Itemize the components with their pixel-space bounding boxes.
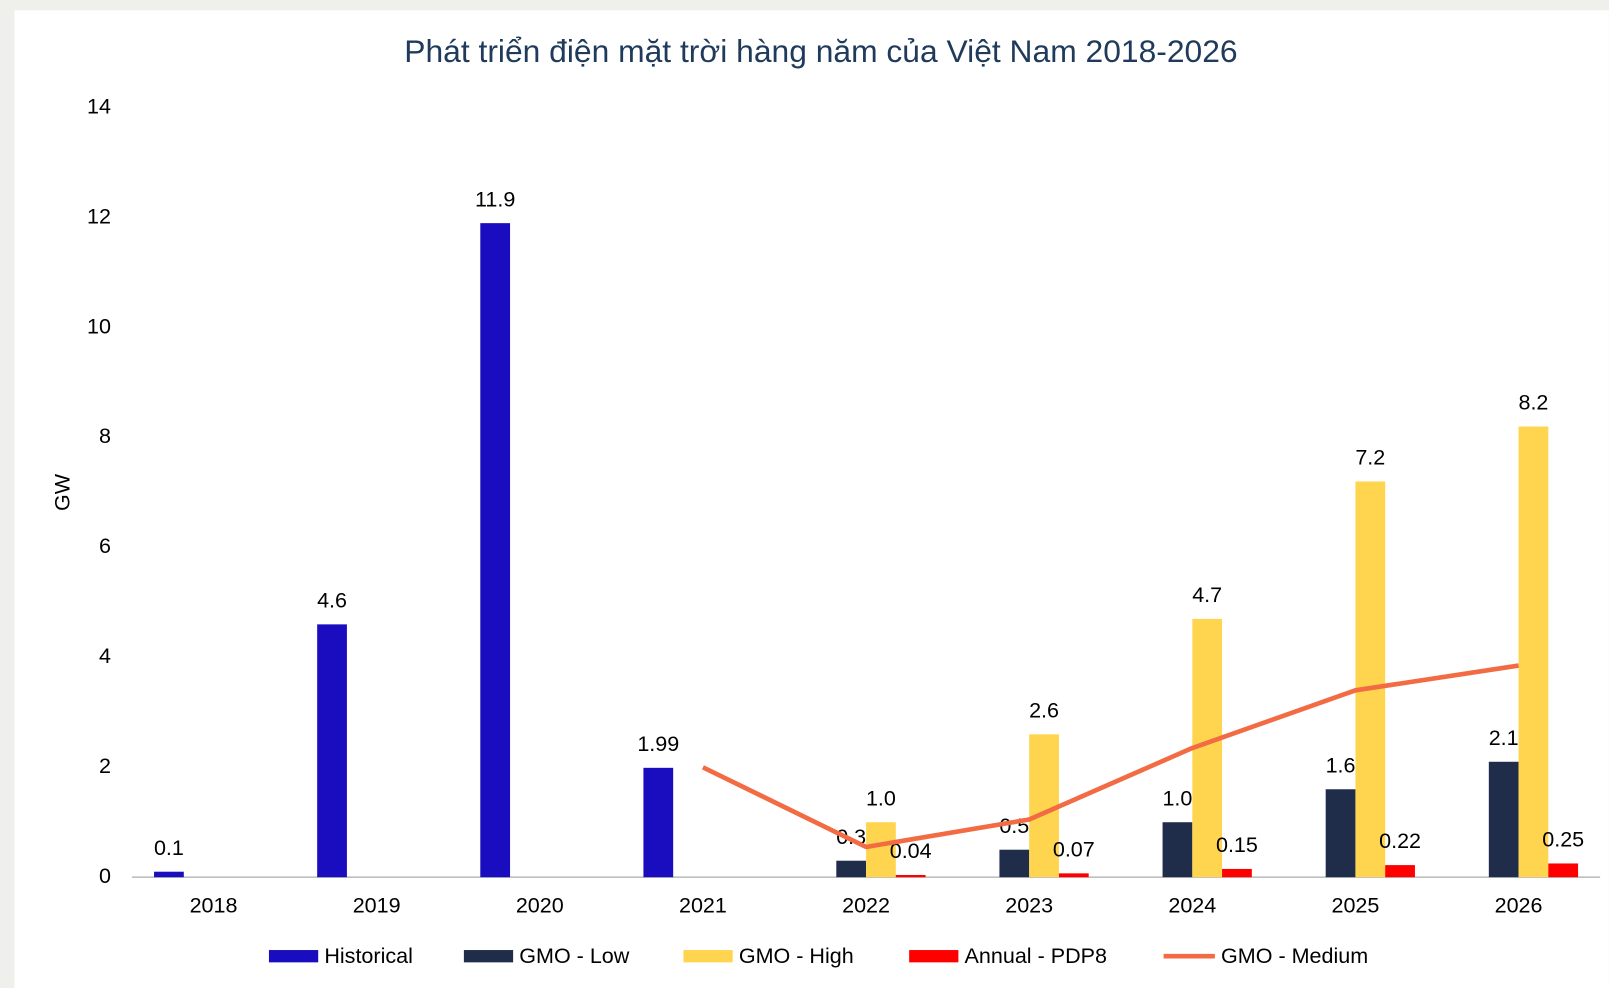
legend-swatch: [463, 950, 514, 963]
data-label: 0.04: [890, 839, 932, 863]
x-tick-label: 2021: [679, 894, 727, 918]
data-label: 1.0: [866, 786, 896, 810]
bar: [317, 624, 347, 878]
y-tick-label: 6: [99, 534, 111, 558]
data-label: 0.22: [1379, 829, 1421, 853]
y-tick-label: 4: [99, 644, 111, 668]
x-tick-label: 2025: [1331, 894, 1379, 918]
legend-label: Historical: [324, 944, 413, 968]
bar: [154, 871, 184, 878]
bar: [1325, 789, 1356, 878]
bar: [1548, 863, 1579, 878]
data-label: 4.6: [317, 588, 347, 612]
bar: [895, 874, 926, 878]
bar: [866, 822, 896, 878]
data-label: 7.2: [1355, 446, 1385, 470]
x-tick-label: 2026: [1495, 894, 1543, 918]
bar: [643, 767, 674, 878]
bar: [1029, 734, 1059, 878]
y-tick-label: 8: [99, 424, 111, 448]
data-label: 8.2: [1518, 391, 1548, 415]
y-tick-label: 14: [87, 94, 111, 118]
data-label: 0.15: [1216, 833, 1258, 857]
line: [701, 663, 1519, 850]
bar: [999, 849, 1030, 878]
bar: [1355, 481, 1386, 878]
y-tick-label: 10: [87, 314, 111, 338]
legend-label: GMO - Medium: [1221, 944, 1368, 968]
bar: [836, 860, 867, 878]
bar: [1058, 873, 1089, 878]
x-tick-label: 2019: [353, 894, 401, 918]
data-label: 1.0: [1162, 786, 1192, 810]
bar: [1222, 868, 1252, 878]
data-label: 0.1: [154, 836, 184, 860]
bar: [480, 223, 511, 878]
y-tick-label: 2: [99, 754, 111, 778]
legend-swatch: [268, 950, 319, 963]
bar: [1162, 822, 1193, 878]
x-tick-label: 2020: [516, 894, 564, 918]
legend-label: GMO - High: [739, 944, 854, 968]
legend-label: Annual - PDP8: [965, 944, 1107, 968]
data-label: 11.9: [475, 187, 515, 211]
x-tick-label: 2023: [1005, 894, 1053, 918]
data-label: 2.6: [1029, 698, 1059, 722]
legend-swatch: [909, 950, 959, 963]
y-axis-label: GW: [50, 473, 74, 511]
bar: [1385, 865, 1415, 878]
legend-swatch: [683, 950, 733, 963]
data-label: 2.1: [1489, 726, 1519, 750]
data-label: 0.25: [1542, 828, 1584, 852]
data-label: 4.7: [1192, 583, 1222, 607]
chart-title: Phát triển điện mặt trời hàng năm của Vi…: [404, 33, 1237, 69]
data-label: 0.07: [1053, 837, 1095, 861]
bar: [1488, 761, 1519, 878]
data-label: 1.99: [637, 732, 679, 756]
data-label: 1.6: [1326, 753, 1356, 777]
y-tick-label: 0: [99, 864, 111, 888]
x-tick-label: 2018: [190, 894, 238, 918]
bar: [1518, 426, 1549, 878]
y-tick-label: 12: [87, 204, 111, 228]
legend-label: GMO - Low: [519, 944, 630, 968]
x-tick-label: 2022: [842, 894, 890, 918]
x-tick-label: 2024: [1168, 894, 1216, 918]
